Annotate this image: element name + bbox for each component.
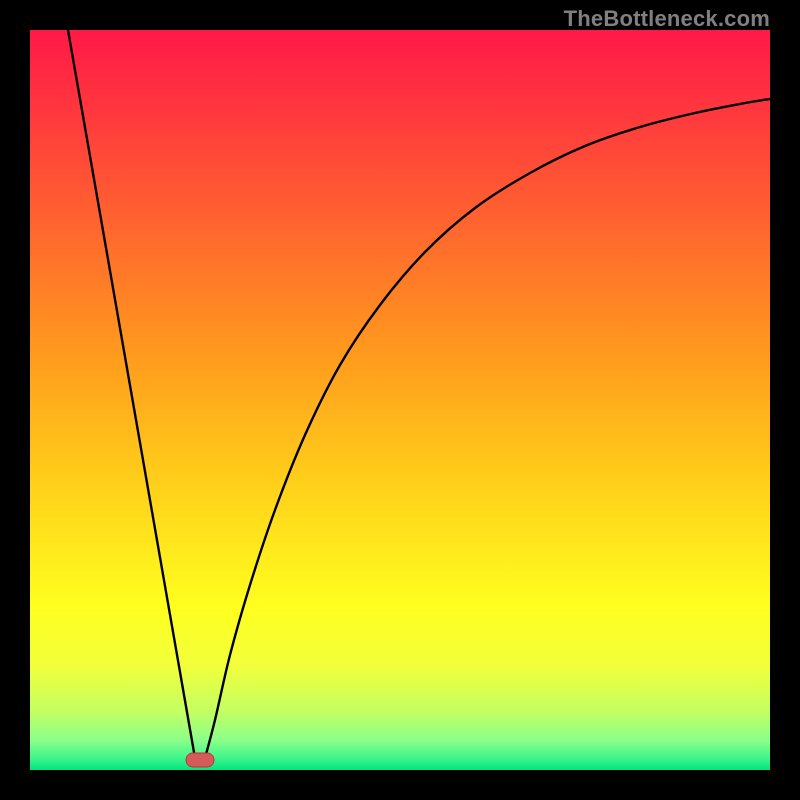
gradient-background: [30, 30, 770, 770]
chart-frame: TheBottleneck.com: [0, 0, 800, 800]
minimum-marker: [186, 753, 214, 767]
plot-svg: [30, 30, 770, 770]
watermark-text: TheBottleneck.com: [564, 6, 770, 32]
plot-area: [30, 30, 770, 770]
